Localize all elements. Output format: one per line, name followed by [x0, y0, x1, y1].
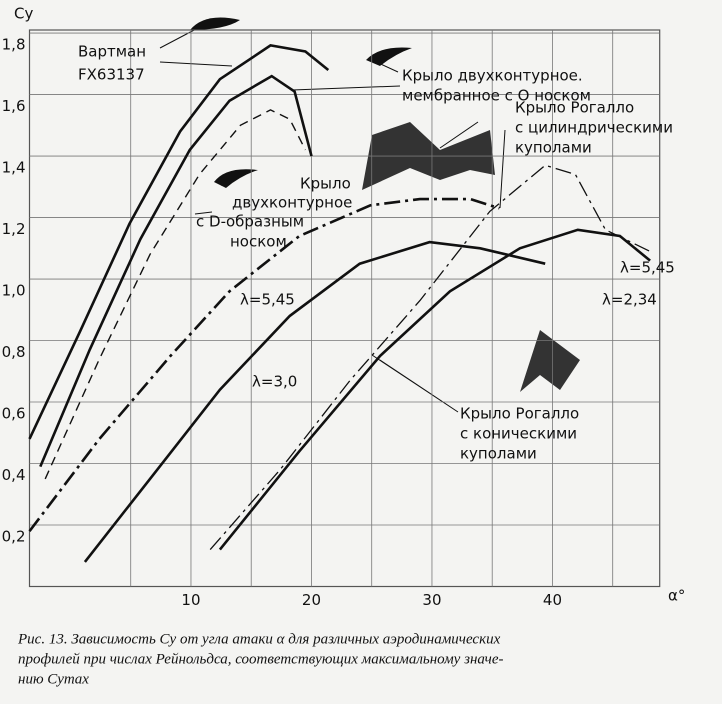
x-tick-label: 10: [181, 591, 200, 609]
annotation: λ=5,45: [240, 291, 295, 309]
annotation: мембранное с О носком: [402, 87, 591, 105]
series-line: [44, 109, 307, 480]
series-line: [218, 228, 651, 551]
annotation: Крыло Рогалло: [460, 405, 579, 423]
y-tick-label: 1,0: [2, 282, 26, 300]
series-line: [83, 240, 546, 563]
series-line: [39, 74, 313, 468]
annotation: с цилиндрическими: [515, 119, 673, 137]
x-axis-label: α°: [668, 587, 685, 605]
plot-frame: [28, 29, 661, 588]
series-line: [209, 164, 651, 551]
caption-line: профилей при числах Рейнольдса, соответс…: [18, 651, 504, 667]
annotation: носком: [230, 233, 287, 251]
series-line: [28, 197, 500, 532]
y-tick-label: 0,6: [2, 405, 26, 423]
annotation: Крыло Рогалло: [515, 99, 634, 117]
annotation: с D-образным: [196, 213, 304, 231]
caption: Рис. 13. Зависимость Cy от угла атаки α …: [17, 631, 504, 687]
annotation: куполами: [460, 445, 537, 463]
annotation: λ=3,0: [252, 373, 297, 391]
y-tick-label: 1,8: [2, 36, 26, 54]
annotation: Вартман: [78, 43, 146, 61]
annotation: λ=5,45: [620, 259, 675, 277]
y-tick-label: 0,4: [2, 466, 26, 484]
y-tick-label: 0,2: [2, 528, 26, 546]
annotation: куполами: [515, 139, 592, 157]
annotation: Крыло двухконтурное.: [402, 67, 583, 85]
x-tick-label: 40: [543, 591, 562, 609]
annotation: λ=2,34: [602, 291, 657, 309]
y-tick-label: 1,6: [2, 97, 26, 115]
annotation: FX63137: [78, 66, 145, 84]
y-tick-label: 1,4: [2, 159, 26, 177]
x-tick-label: 30: [422, 591, 441, 609]
series-line: [28, 44, 330, 440]
y-tick-label: 1,2: [2, 220, 26, 238]
caption-line: нию Cymax: [18, 671, 89, 687]
annotation: Крыло: [300, 175, 351, 193]
y-tick-label: 0,8: [2, 343, 26, 361]
annotation: двухконтурное: [232, 194, 352, 212]
x-tick-label: 20: [302, 591, 321, 609]
annotation: с коническими: [460, 425, 577, 443]
y-axis-label: Cy: [14, 5, 33, 23]
caption-line: Рис. 13. Зависимость Cy от угла атаки α …: [17, 631, 501, 647]
